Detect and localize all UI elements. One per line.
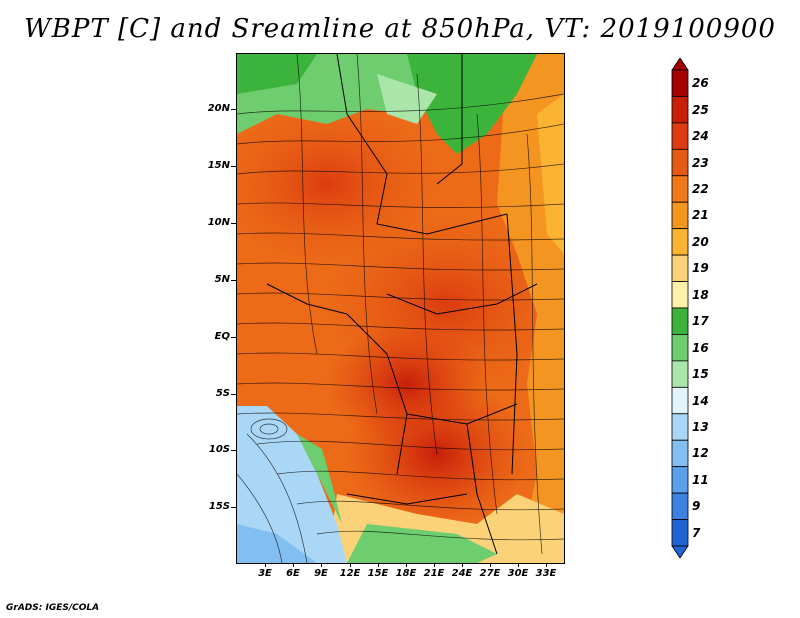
colorbar-swatch <box>671 69 689 97</box>
colorbar-swatch <box>671 466 689 494</box>
colorbar-level-label: 25 <box>692 102 709 117</box>
x-tick <box>546 563 547 567</box>
colorbar-swatch <box>671 122 689 150</box>
colorbar-level-label: 26 <box>692 76 709 91</box>
x-tick <box>434 563 435 567</box>
colorbar-swatch <box>671 281 689 309</box>
x-tick-label: 18E <box>395 568 417 579</box>
map-title: WBPT [C] and Sreamline at 850hPa, VT: 20… <box>24 14 776 44</box>
colorbar-level-label: 22 <box>692 182 709 196</box>
x-tick-label: 27E <box>479 568 501 579</box>
colorbar-swatch <box>671 386 689 415</box>
y-tick <box>231 109 236 110</box>
x-tick-label: 9E <box>314 568 328 579</box>
colorbar-swatch <box>671 201 689 230</box>
y-tick-label: 20N <box>207 103 230 114</box>
y-tick <box>231 507 236 508</box>
x-tick-label: 3E <box>258 568 272 579</box>
x-tick-label: 12E <box>339 568 361 579</box>
colorbar-swatch <box>671 439 689 468</box>
colorbar <box>671 58 689 558</box>
x-tick <box>490 563 491 567</box>
y-tick-label: 5N <box>214 274 230 285</box>
map-field <box>237 54 564 563</box>
colorbar-level-label: 17 <box>692 314 709 329</box>
colorbar-swatch <box>671 334 689 362</box>
x-tick <box>406 563 407 567</box>
x-tick <box>518 563 519 567</box>
x-tick <box>293 563 294 567</box>
x-tick <box>462 563 463 567</box>
y-tick <box>231 337 236 338</box>
footer-credit: GrADS: IGES/COLA <box>6 603 100 613</box>
y-tick-label: EQ <box>214 331 230 342</box>
colorbar-swatch <box>671 307 689 335</box>
colorbar-level-label: 15 <box>692 367 709 382</box>
x-tick-label: 21E <box>423 568 445 579</box>
colorbar-swatch <box>671 519 689 547</box>
map-panel <box>236 53 565 564</box>
y-tick-label: 5S <box>215 388 230 399</box>
y-tick <box>231 450 236 451</box>
y-tick <box>231 394 236 395</box>
colorbar-swatch <box>671 360 689 388</box>
colorbar-swatch <box>671 148 689 177</box>
colorbar-swatch <box>671 96 689 124</box>
x-tick <box>265 563 266 567</box>
y-tick-label: 10N <box>207 217 230 228</box>
colorbar-level-label: 20 <box>692 234 709 249</box>
colorbar-swatch <box>671 175 689 203</box>
colorbar-level-label: 9 <box>692 499 701 514</box>
colorbar-level-label: 12 <box>692 446 709 461</box>
colorbar-top-arrow <box>671 58 689 71</box>
colorbar-level-label: 23 <box>692 155 709 170</box>
colorbar-swatch <box>671 254 689 282</box>
y-tick <box>231 280 236 281</box>
x-tick <box>321 563 322 567</box>
y-tick-label: 15N <box>207 160 230 171</box>
x-tick-label: 30E <box>507 568 529 579</box>
x-tick-label: 15E <box>367 568 389 579</box>
y-tick <box>231 223 236 224</box>
colorbar-swatch <box>671 228 689 256</box>
colorbar-level-label: 11 <box>692 472 709 487</box>
y-tick-label: 10S <box>208 444 230 455</box>
colorbar-swatch <box>671 413 689 441</box>
colorbar-level-label: 14 <box>692 393 709 408</box>
colorbar-level-label: 18 <box>692 287 709 302</box>
x-tick <box>378 563 379 567</box>
colorbar-level-label: 24 <box>692 129 709 144</box>
y-tick-label: 15S <box>208 501 230 512</box>
x-tick-label: 6E <box>286 568 300 579</box>
colorbar-bottom-arrow <box>671 545 689 558</box>
colorbar-swatch <box>671 492 689 520</box>
colorbar-level-label: 13 <box>692 420 709 434</box>
x-tick <box>350 563 351 567</box>
colorbar-level-label: 21 <box>692 208 709 223</box>
colorbar-level-label: 7 <box>692 525 701 540</box>
colorbar-level-label: 19 <box>692 261 709 276</box>
x-tick-label: 33E <box>535 568 557 579</box>
x-tick-label: 24E <box>451 568 473 579</box>
colorbar-level-label: 16 <box>692 340 709 355</box>
y-tick <box>231 166 236 167</box>
